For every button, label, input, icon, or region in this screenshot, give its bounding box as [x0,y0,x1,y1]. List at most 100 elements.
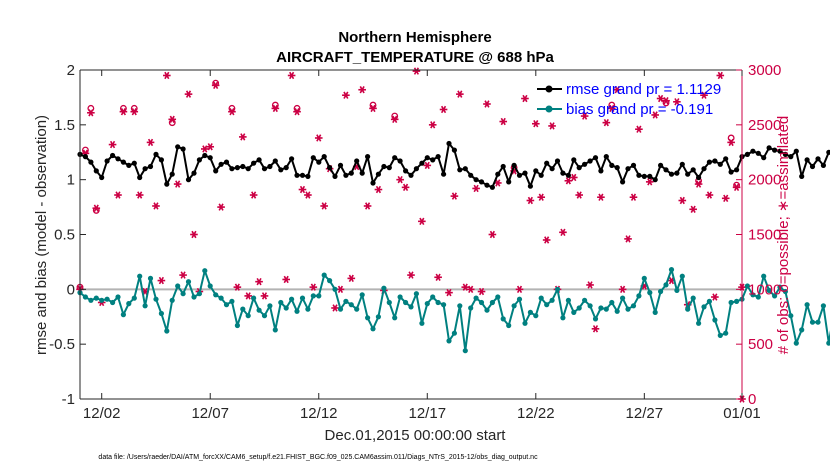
series-0-point-104 [641,173,647,179]
x-axis-label: Dec.01,2015 00:00:00 start [325,427,507,444]
series-0-point-81 [516,172,523,178]
series-1-point-34 [261,313,268,319]
assimilated-marker-86 [580,112,589,120]
assimilated-obs-markers [76,67,746,403]
assimilated-marker-113 [727,138,735,147]
series-1-point-92 [576,305,582,311]
series-1-point-123 [744,283,751,289]
assimilated-marker-100 [656,94,665,103]
series-0-point-86 [544,160,550,166]
series-0-point-64 [424,155,430,161]
series-1-point-27 [223,302,230,308]
series-0-point-75 [484,182,490,188]
series-1-point-41 [299,295,306,301]
series-1-point-47 [332,286,338,292]
assimilated-marker-15 [168,115,177,124]
y-tick-label-5: 1.5 [54,117,75,134]
y-axis-label: rmse and bias (model - observation) [33,115,50,355]
series-1-point-96 [598,305,604,311]
series-1-point-52 [359,292,365,298]
series-1-point-30 [240,306,246,312]
series-1-point-106 [652,309,658,315]
series-1-point-76 [489,299,495,306]
series-1-point-111 [679,273,685,279]
series-1-point-70 [457,303,463,309]
assimilated-marker-90 [602,118,611,127]
assimilated-marker-12 [152,202,160,210]
series-0-point-31 [245,166,251,172]
assimilated-marker-110 [711,293,719,301]
series-0-point-51 [354,158,360,164]
series-1-point-11 [137,273,143,279]
x-tick-label-5: 12/27 [626,405,664,422]
assimilated-marker-71 [494,179,502,187]
series-0-point-137 [820,162,827,168]
assimilated-marker-9 [135,191,144,199]
assimilated-marker-111 [716,71,725,80]
series-0-point-55 [375,171,381,177]
series-1-point-78 [500,316,506,322]
series-0-point-46 [327,165,333,171]
assimilated-marker-19 [190,230,198,239]
assimilated-marker-67 [472,184,480,193]
assimilated-marker-69 [483,100,491,108]
series-1-point-50 [348,302,354,308]
series-1-point-36 [272,327,278,333]
series-1-point-107 [658,288,664,295]
series-1-point-132 [793,340,799,346]
series-1-point-29 [234,322,240,329]
series-0-point-111 [679,161,685,167]
series-0-point-56 [381,163,387,170]
series-0-point-77 [495,171,501,177]
series-0-point-7 [115,156,121,162]
assimilated-marker-94 [624,235,632,243]
series-0-point-62 [413,166,419,172]
series-1-point-54 [370,326,376,332]
series-1-point-22 [196,291,202,297]
assimilated-marker-64 [456,90,464,98]
series-0-point-57 [386,165,392,171]
assimilated-marker-109 [705,191,714,199]
legend-marker-bias [545,105,553,113]
series-1-point-56 [381,285,387,291]
assimilated-marker-18 [184,90,193,98]
assimilated-marker-40 [320,202,328,210]
series-0-point-37 [278,167,284,173]
series-0-point-133 [799,173,805,179]
series-0-point-71 [462,166,468,172]
series-1-point-87 [549,297,555,303]
assimilated-marker-89 [597,193,605,201]
series-0-point-22 [196,157,202,163]
series-0-point-68 [446,140,452,147]
series-1-point-58 [392,315,398,321]
series-1-point-63 [419,320,425,326]
assimilated-marker-60 [434,273,442,281]
series-1-point-100 [620,295,626,301]
series-0-point-36 [272,158,278,164]
series-1-point-137 [820,303,827,309]
series-0-point-125 [755,150,761,156]
series-1-point-128 [772,293,778,299]
assimilated-marker-24 [217,203,225,211]
series-1-point-23 [202,268,208,274]
series-0-point-26 [218,161,224,167]
legend-marker-rmse [545,85,553,93]
series-0-point-30 [240,163,246,170]
series-1-point-15 [158,310,164,317]
series-0-point-124 [750,148,756,154]
series-1-point-62 [413,291,419,297]
assimilated-marker-112 [721,194,730,203]
assimilated-marker-39 [314,134,323,142]
assimilated-marker-108 [700,91,708,99]
series-1-point-66 [435,299,441,306]
assimilated-marker-26 [233,283,242,291]
x-tick-label-1: 12/07 [191,405,229,422]
series-0-point-9 [126,162,132,168]
series-0-point-10 [131,160,137,166]
series-1-point-127 [766,287,772,293]
series-0-point-53 [365,154,371,160]
plot-area [80,70,742,399]
series-1-point-97 [603,306,609,312]
series-1-point-57 [386,299,392,306]
series-1-point-43 [310,293,316,299]
